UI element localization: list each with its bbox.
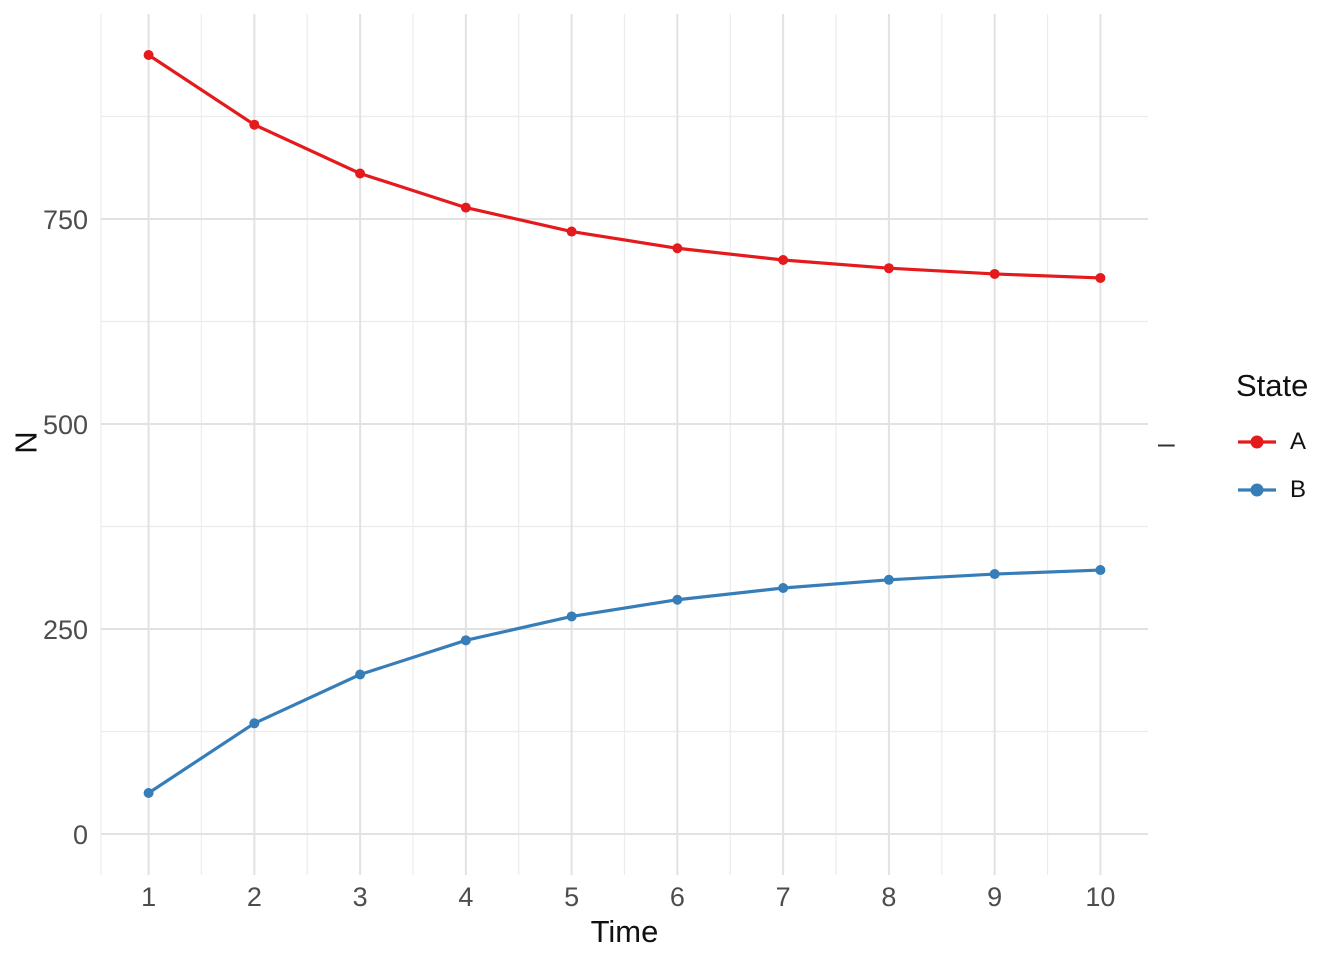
legend-label-b: B: [1290, 476, 1307, 503]
data-point-A: [1095, 272, 1106, 283]
data-point-A: [778, 255, 789, 265]
data-point-A: [143, 50, 154, 60]
data-point-A: [989, 268, 1000, 279]
y-tick-label: 500: [43, 410, 88, 440]
legend-label-a: A: [1290, 428, 1307, 455]
x-axis-title: Time: [590, 914, 659, 949]
x-tick-label: 1: [141, 882, 156, 912]
data-point-A: [249, 119, 260, 130]
x-tick-label: 7: [776, 882, 791, 912]
x-tick-label: 9: [987, 882, 1002, 912]
data-point-A: [355, 168, 366, 179]
legend-item-a: A: [1236, 418, 1308, 466]
data-point-B: [883, 574, 894, 585]
data-point-B: [672, 594, 683, 605]
y-tick-label: 750: [43, 205, 88, 235]
x-tick-label: 10: [1085, 882, 1115, 912]
data-point-B: [355, 669, 366, 680]
legend: State A B: [1236, 368, 1308, 514]
data-point-B: [249, 718, 260, 729]
x-tick-label: 5: [564, 882, 579, 912]
series-line-B: [147, 568, 1101, 795]
data-point-A: [460, 202, 471, 213]
data-point-A: [672, 243, 683, 254]
series-line-A: [147, 53, 1101, 280]
x-tick-label: 2: [247, 882, 262, 912]
data-point-B: [989, 569, 1000, 580]
data-point-B: [566, 611, 577, 622]
x-tick-label: 3: [353, 882, 368, 912]
legend-key-line-dot-icon: [1238, 435, 1276, 449]
y-tick-label: 0: [73, 820, 88, 850]
data-point-B: [778, 583, 789, 593]
data-point-A: [566, 226, 577, 237]
data-point-B: [143, 788, 154, 798]
y-tick-label: 250: [43, 615, 88, 645]
x-tick-label: 4: [458, 882, 473, 912]
x-tick-label: 8: [881, 882, 896, 912]
data-point-A: [883, 263, 894, 274]
x-tick-label: 6: [670, 882, 685, 912]
y-axis-title: N: [8, 431, 44, 454]
data-point-B: [1095, 565, 1106, 576]
legend-key-line-dot-icon: [1238, 483, 1276, 497]
data-point-B: [460, 635, 471, 646]
legend-title: State: [1236, 368, 1309, 403]
legend-item-b: B: [1236, 466, 1308, 514]
right-axis-dash: –: [1158, 427, 1175, 460]
